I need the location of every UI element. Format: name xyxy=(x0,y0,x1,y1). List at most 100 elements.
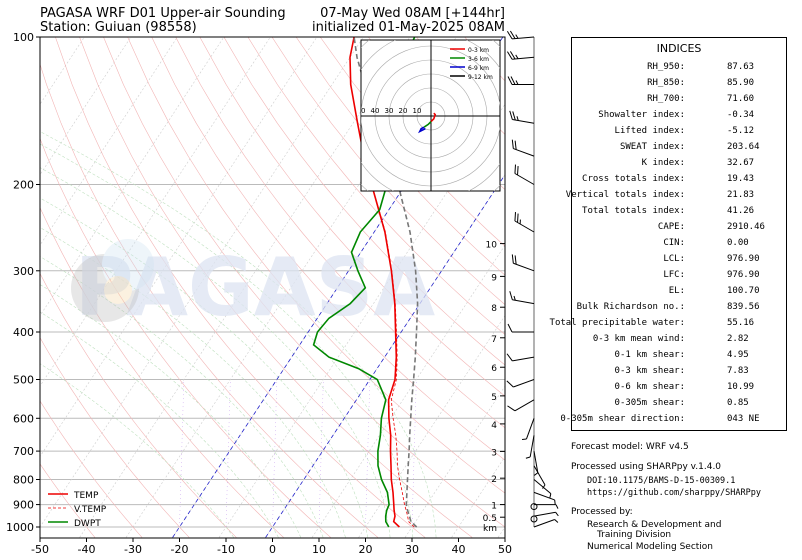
x-tick-label: 20 xyxy=(359,543,373,556)
index-row: K index: 32.67 xyxy=(572,158,788,170)
index-label: CAPE: xyxy=(657,222,685,232)
dry-adiabat xyxy=(295,37,505,276)
dry-adiabat xyxy=(40,137,331,538)
y-tick-label: 700 xyxy=(13,445,34,458)
height-label: 2 xyxy=(491,475,497,485)
y-tick-label: 1000 xyxy=(6,521,34,534)
height-label: 5 xyxy=(491,393,497,403)
indices-title: INDICES xyxy=(656,42,702,55)
index-label: Total totals index: xyxy=(582,206,685,216)
hodograph-trace xyxy=(430,112,437,123)
height-label: 0.5 xyxy=(483,514,497,524)
index-value: 0.85 xyxy=(727,398,749,408)
legend: TEMP V.TEMP DWPT xyxy=(48,491,107,529)
index-value: 043 NE xyxy=(727,414,760,424)
background-lines xyxy=(0,37,505,538)
wind-barb xyxy=(533,511,559,517)
hodograph-ring-label: 30 xyxy=(385,107,394,115)
index-value: 976.90 xyxy=(727,254,760,264)
index-row: RH_850: 85.90 xyxy=(572,78,788,90)
index-label: 0-3 km shear: xyxy=(614,366,685,376)
x-tick-label: -50 xyxy=(31,543,49,556)
x-tick-label: 50 xyxy=(498,543,512,556)
dry-adiabat xyxy=(40,63,378,538)
x-tick-label: -20 xyxy=(171,543,189,556)
index-label: Showalter index: xyxy=(598,110,685,120)
index-label: RH_850: xyxy=(647,78,685,88)
dry-adiabat xyxy=(199,37,505,397)
index-row: LFC: 976.90 xyxy=(572,270,788,282)
moist-adiabat xyxy=(40,131,437,538)
footer-processed-by: Processed by: xyxy=(571,507,633,517)
index-label: Vertical totals index: xyxy=(565,190,685,200)
hodograph-ring-label: 40 xyxy=(371,107,380,115)
height-label: 9 xyxy=(491,273,497,283)
height-scale: 0.5 1 2 3 4 5 6 7 8 9 10 km xyxy=(483,241,505,534)
hodograph-ring-label: 50 xyxy=(357,107,366,115)
x-tick-label: 30 xyxy=(405,543,419,556)
index-label: K index: xyxy=(641,158,685,168)
footer-processed: Processed using SHARPpy v.1.4.0 xyxy=(571,462,722,472)
index-label: 0-3 km mean wind: xyxy=(592,334,685,344)
hodograph-trace xyxy=(418,126,426,134)
isotherm xyxy=(497,526,505,538)
wind-barb xyxy=(533,451,539,476)
y-tick-label: 400 xyxy=(13,326,34,339)
wind-barb xyxy=(507,323,534,333)
height-unit: km xyxy=(483,524,497,534)
height-label: 4 xyxy=(491,421,497,431)
height-label: 6 xyxy=(491,364,497,374)
footer-org-1: Research & Development and xyxy=(587,520,722,530)
series-parcel xyxy=(353,37,419,528)
index-row: Lifted index: -5.12 xyxy=(572,126,788,138)
index-row: Bulk Richardson no.: 839.56 xyxy=(572,302,788,314)
footer-url[interactable]: https://github.com/sharppy/SHARPpy xyxy=(587,488,761,498)
index-row: RH_950: 87.63 xyxy=(572,62,788,74)
index-label: LFC: xyxy=(663,270,685,280)
indices-panel: INDICES RH_950: 87.63 RH_850: 85.90 RH_700: 7… xyxy=(550,37,788,431)
index-label: RH_950: xyxy=(647,62,685,72)
isotherm xyxy=(0,37,38,537)
moist-adiabat xyxy=(40,167,391,538)
x-tick-label: -30 xyxy=(124,543,142,556)
index-value: 0.00 xyxy=(727,238,749,248)
footer-org-3: Numerical Modeling Section xyxy=(587,542,714,552)
dry-adiabat xyxy=(223,37,505,366)
index-label: Bulk Richardson no.: xyxy=(576,302,685,312)
dry-adiabat xyxy=(40,272,237,538)
y-tick-label: 900 xyxy=(13,499,34,512)
index-value: 203.64 xyxy=(727,142,760,152)
legend-label: TEMP xyxy=(73,491,99,501)
station-label: Station: Guiuan (98558) xyxy=(40,20,197,35)
y-tick-label: 800 xyxy=(13,474,34,487)
dry-adiabat xyxy=(151,37,505,461)
index-row: 0-305m shear: 0.85 xyxy=(572,398,788,410)
wind-barb xyxy=(506,379,535,388)
wind-barb xyxy=(521,418,535,440)
moist-adiabat xyxy=(40,363,234,538)
index-label: 0-6 km shear: xyxy=(614,382,685,392)
wind-barb xyxy=(533,465,546,489)
y-tick-label: 200 xyxy=(13,179,34,192)
moist-adiabat xyxy=(40,284,302,538)
moist-adiabat xyxy=(40,197,369,538)
index-row: SWEAT index: 203.64 xyxy=(572,142,788,154)
wind-barb xyxy=(533,519,559,528)
legend-label: V.TEMP xyxy=(74,505,107,515)
y-tick-label: 500 xyxy=(13,373,34,386)
index-label: EL: xyxy=(668,286,685,296)
index-label: SWEAT index: xyxy=(619,142,685,152)
wind-barb xyxy=(533,491,556,505)
index-label: Cross totals index: xyxy=(582,174,685,184)
wind-barb xyxy=(511,254,535,272)
index-value: 85.90 xyxy=(727,78,755,88)
mixing-ratio-line xyxy=(318,379,324,528)
index-label: CIN: xyxy=(663,238,685,248)
index-row: CIN: 0.00 xyxy=(572,238,788,250)
index-row: 0-305m shear direction: 043 NE xyxy=(560,414,788,426)
index-row: 0-1 km shear: 4.95 xyxy=(572,350,788,362)
index-row: Cross totals index: 19.43 xyxy=(572,174,788,186)
calm-wind-marker xyxy=(530,515,538,523)
dry-adiabat xyxy=(40,337,190,538)
index-value: 976.90 xyxy=(727,270,760,280)
